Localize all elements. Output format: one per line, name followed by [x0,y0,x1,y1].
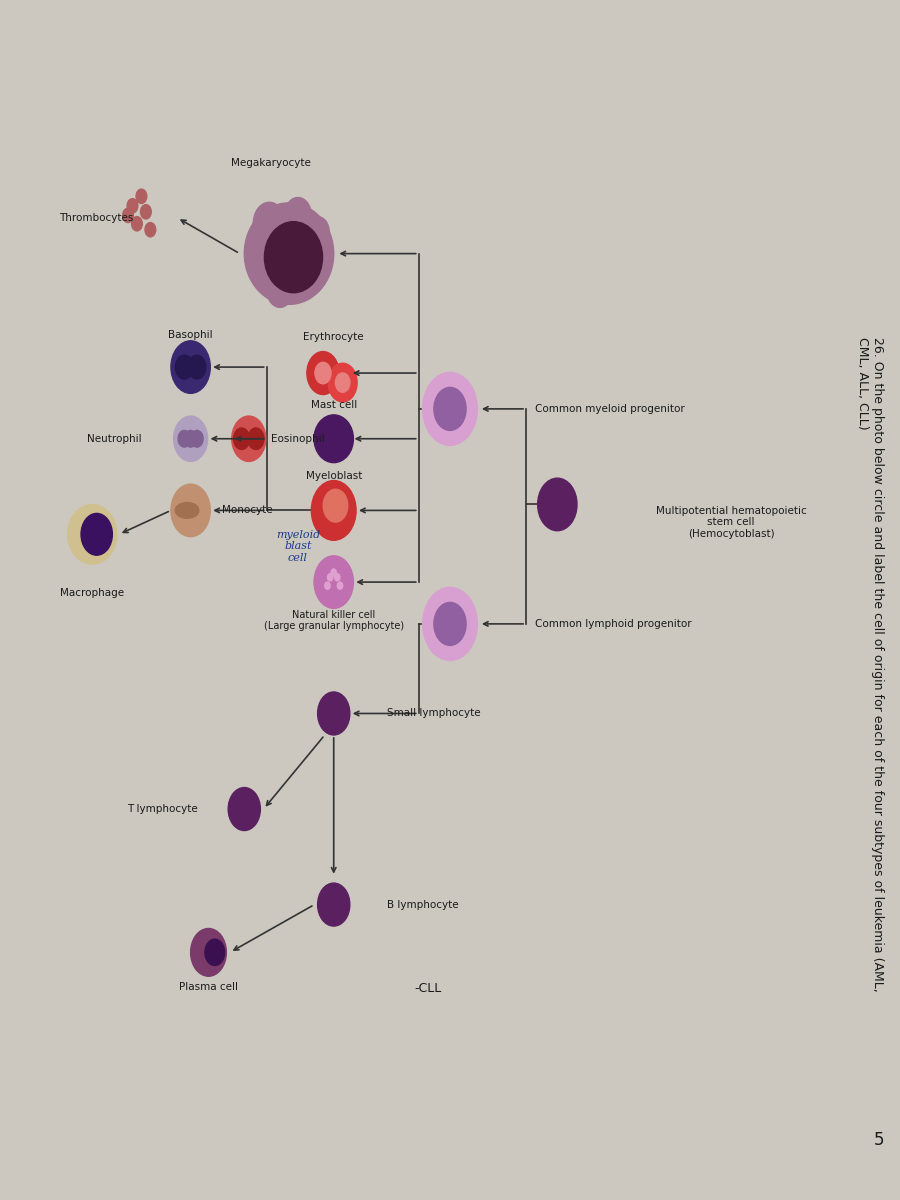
Ellipse shape [265,222,322,293]
Circle shape [233,428,249,450]
Circle shape [303,257,325,286]
Circle shape [131,216,142,230]
Text: Eosinophil: Eosinophil [271,433,325,444]
Text: B lymphocyte: B lymphocyte [387,900,459,910]
Circle shape [306,216,329,247]
Text: Plasma cell: Plasma cell [179,983,238,992]
Circle shape [423,587,477,660]
Ellipse shape [176,503,199,518]
Circle shape [191,431,203,448]
Circle shape [434,602,466,646]
Circle shape [318,883,350,926]
Text: 5: 5 [873,1132,884,1150]
Text: Myeloblast: Myeloblast [305,470,362,480]
Text: Common lymphoid progenitor: Common lymphoid progenitor [535,619,691,629]
Circle shape [178,431,191,448]
Circle shape [145,222,156,236]
Circle shape [171,484,211,536]
Circle shape [188,355,206,379]
Text: -CLL: -CLL [414,982,442,995]
Circle shape [315,362,331,384]
Text: Multipotential hematopoietic
stem cell
(Hemocytoblast): Multipotential hematopoietic stem cell (… [656,505,806,539]
Circle shape [328,364,357,402]
Circle shape [335,574,340,581]
Ellipse shape [314,415,354,463]
Text: 26. On the photo below circle and label the cell of origin for each of the four : 26. On the photo below circle and label … [856,337,884,992]
Circle shape [328,574,333,581]
Circle shape [331,569,337,576]
Text: Common myeloid progenitor: Common myeloid progenitor [535,404,685,414]
Circle shape [127,199,138,214]
Text: Small lymphocyte: Small lymphocyte [387,708,481,719]
Text: Megakaryocyte: Megakaryocyte [231,157,311,168]
Text: myeloid
blast
cell: myeloid blast cell [275,529,320,563]
Text: Basophil: Basophil [168,330,213,340]
Circle shape [318,692,350,734]
Text: Natural killer cell
(Large granular lymphocyte): Natural killer cell (Large granular lymp… [264,610,404,631]
Text: Mast cell: Mast cell [310,400,356,410]
Circle shape [537,478,577,530]
Text: Monocyte: Monocyte [222,505,273,516]
Circle shape [176,355,194,379]
Circle shape [336,373,350,392]
Circle shape [205,940,225,966]
Text: Erythrocyte: Erythrocyte [303,332,364,342]
Circle shape [423,372,477,445]
Text: Neutrophil: Neutrophil [86,433,141,444]
Circle shape [266,271,293,307]
Text: Macrophage: Macrophage [60,588,124,598]
Circle shape [325,582,330,589]
Ellipse shape [68,504,117,564]
Circle shape [136,190,147,204]
Text: T lymphocyte: T lymphocyte [127,804,198,814]
Circle shape [232,416,266,462]
Circle shape [184,431,197,448]
Circle shape [307,352,339,395]
Circle shape [191,929,227,977]
Circle shape [434,388,466,431]
Ellipse shape [244,203,334,305]
Circle shape [284,198,311,233]
Circle shape [311,480,356,540]
Text: Thrombocytes: Thrombocytes [59,212,134,223]
Circle shape [253,203,285,245]
Circle shape [81,514,112,556]
Circle shape [338,582,343,589]
Circle shape [314,556,354,608]
Circle shape [323,490,347,522]
Circle shape [140,205,151,218]
Circle shape [174,416,208,462]
Circle shape [229,787,260,830]
Circle shape [248,428,264,450]
Circle shape [171,341,211,394]
Circle shape [122,209,133,222]
